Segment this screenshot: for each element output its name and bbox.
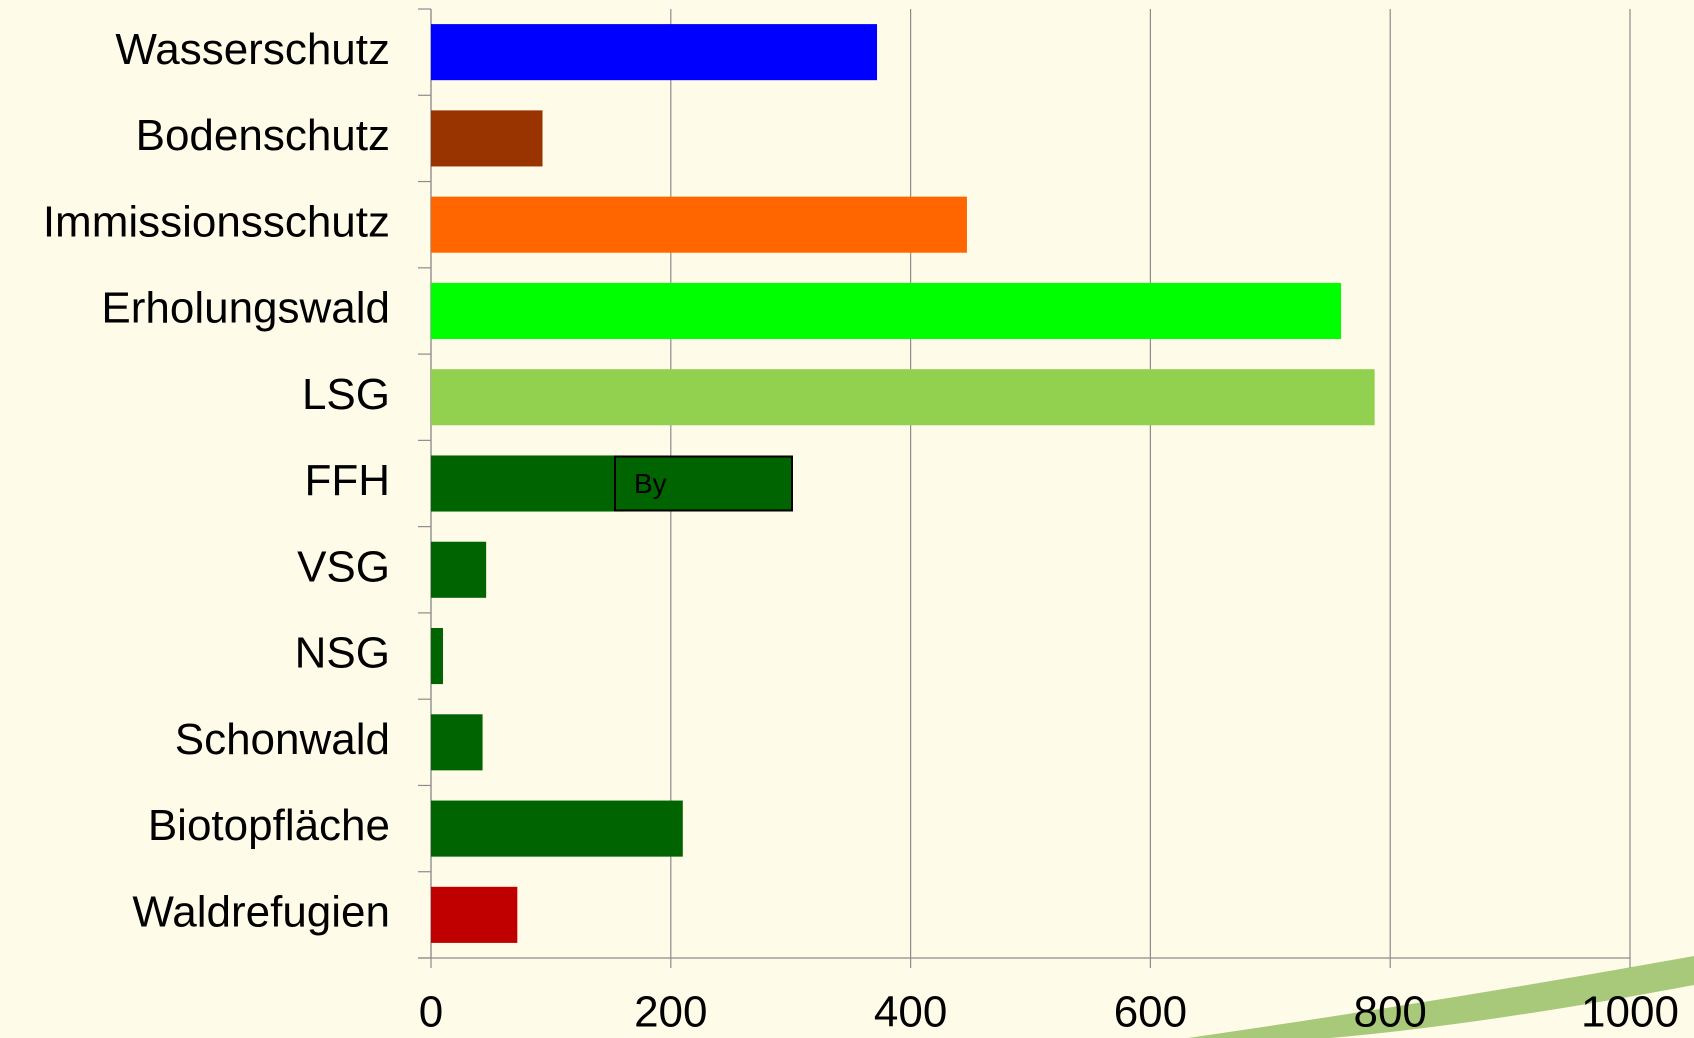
bar	[431, 886, 518, 943]
x-tick-label: 600	[1114, 988, 1187, 1037]
category-label: LSG	[302, 370, 390, 419]
category-label: Schonwald	[175, 715, 390, 764]
decoration-swoosh	[1188, 956, 1694, 1038]
bar	[431, 541, 487, 598]
category-label: VSG	[297, 542, 390, 591]
category-label: Immissionsschutz	[43, 197, 390, 246]
bar	[431, 282, 1342, 339]
bar	[431, 714, 483, 771]
bar	[431, 800, 683, 857]
bar	[431, 110, 543, 167]
bar	[431, 455, 623, 512]
bar	[431, 24, 878, 81]
bar	[431, 628, 443, 685]
x-tick-label: 400	[874, 988, 947, 1037]
category-label: NSG	[295, 629, 390, 678]
bar	[431, 369, 1375, 426]
x-tick-label: 0	[419, 988, 443, 1037]
x-tick-label: 200	[634, 988, 707, 1037]
category-label: Biotopfläche	[148, 801, 390, 850]
x-tick-label: 1000	[1581, 988, 1679, 1037]
category-label: Erholungswald	[101, 284, 390, 333]
category-label: Waldrefugien	[132, 887, 390, 936]
bar	[431, 196, 967, 253]
category-label: Bodenschutz	[136, 111, 390, 160]
category-label: Wasserschutz	[115, 25, 390, 74]
annotation-text: By	[634, 468, 667, 499]
annotation-box	[614, 455, 793, 512]
category-label: FFH	[304, 456, 390, 505]
x-tick-label: 800	[1353, 988, 1426, 1037]
